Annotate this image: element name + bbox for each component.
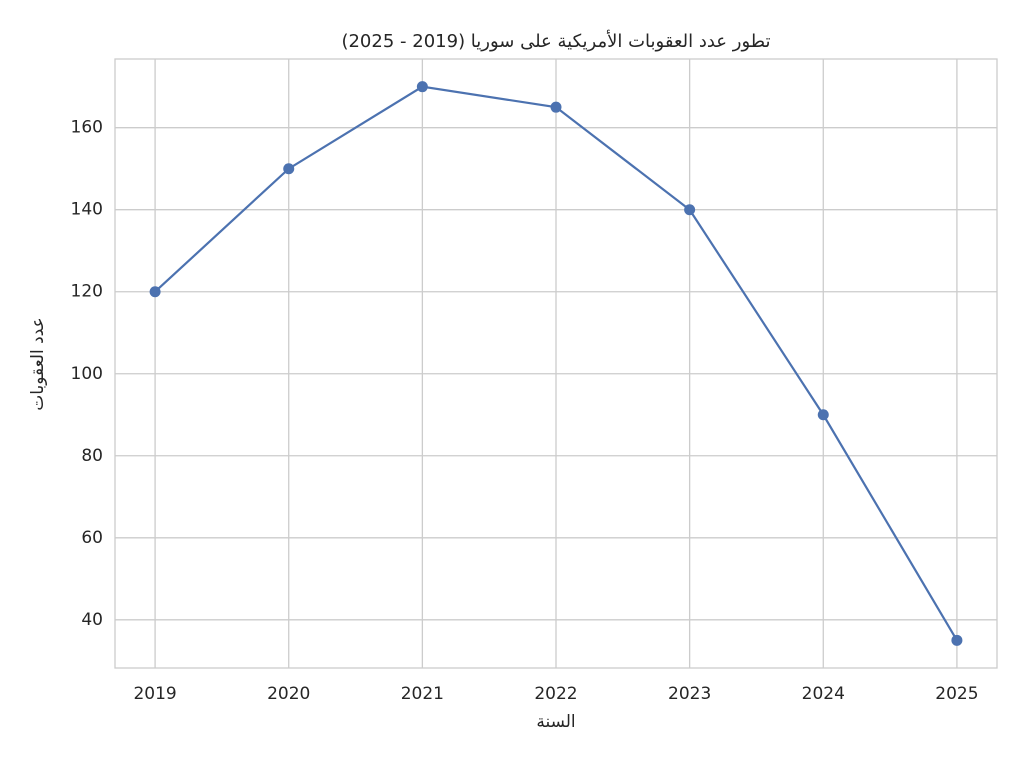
chart-title: تطور عدد العقوبات الأمريكية على سوريا (2… xyxy=(341,30,770,52)
x-tick-label: 2025 xyxy=(935,684,978,704)
marker xyxy=(951,634,963,646)
marker xyxy=(149,286,161,298)
marker xyxy=(817,409,829,421)
x-tick-label: 2019 xyxy=(133,684,176,704)
y-tick-label: 120 xyxy=(71,282,103,302)
y-axis-label: عدد العقوبات xyxy=(28,317,48,410)
x-tick-label: 2024 xyxy=(802,684,845,704)
y-tick-label: 60 xyxy=(81,528,103,548)
marker xyxy=(283,163,295,175)
y-tick-label: 160 xyxy=(71,118,103,138)
x-tick-label: 2020 xyxy=(267,684,310,704)
y-tick-label: 80 xyxy=(81,446,103,466)
x-axis-label: السنة xyxy=(536,712,575,732)
x-tick-label: 2022 xyxy=(534,684,577,704)
x-tick-label: 2021 xyxy=(401,684,444,704)
x-tick-label: 2023 xyxy=(668,684,711,704)
y-tick-label: 140 xyxy=(71,200,103,220)
marker xyxy=(550,101,562,113)
marker xyxy=(684,204,696,216)
marker xyxy=(416,81,428,93)
y-tick-label: 100 xyxy=(71,364,103,384)
y-tick-label: 40 xyxy=(81,610,103,630)
